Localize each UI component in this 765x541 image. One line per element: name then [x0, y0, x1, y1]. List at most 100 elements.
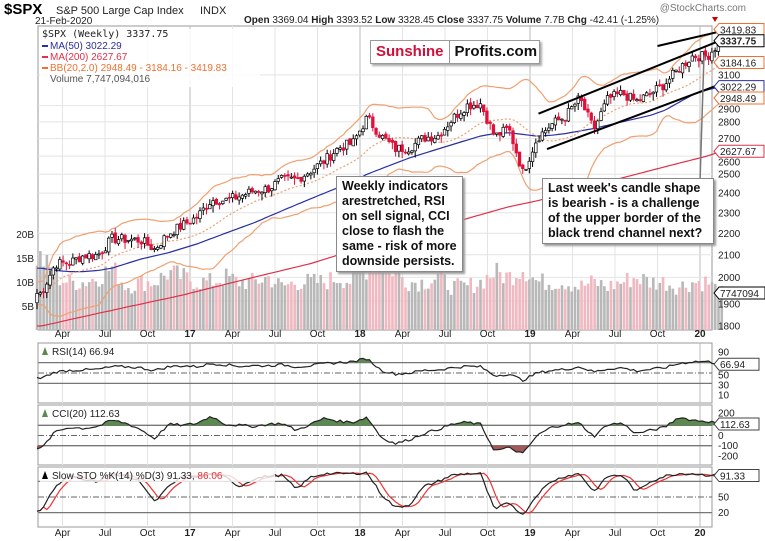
price-tag — [713, 34, 765, 48]
candle-body — [97, 253, 101, 256]
candle-body — [273, 181, 277, 191]
candle-body — [436, 135, 440, 140]
volume-bar — [622, 282, 626, 330]
sto-d-line — [36, 472, 722, 514]
volume-bar — [368, 266, 371, 330]
volume-bar — [563, 289, 567, 330]
candle-body — [612, 91, 616, 97]
legend-main: $SPX (Weekly) 3337.75 — [42, 29, 168, 40]
candle-body — [615, 91, 619, 95]
candle-body — [100, 252, 104, 255]
candle-body — [182, 220, 186, 230]
candle-body — [543, 130, 548, 134]
candle-body — [263, 186, 267, 193]
volume-bar — [567, 286, 570, 330]
candle-body — [384, 133, 388, 139]
candle-body — [361, 128, 365, 133]
candle-body — [576, 95, 580, 104]
candle-body — [628, 92, 633, 101]
candle-body — [322, 160, 326, 164]
candle-body — [556, 116, 561, 121]
volume-bar — [208, 273, 212, 330]
volume-bar — [606, 290, 609, 330]
volume-bar — [655, 289, 658, 330]
candle-body — [566, 108, 571, 122]
candle-body — [661, 84, 665, 91]
indicator-legend: RSI(14) 66.94 — [52, 347, 115, 358]
price-tag — [713, 91, 765, 105]
volume-bar — [133, 290, 137, 330]
volume-bar — [312, 273, 316, 330]
volume-bar — [299, 288, 303, 330]
indicator-icon — [42, 409, 48, 417]
candle-body — [113, 232, 117, 244]
candle-body — [51, 267, 55, 276]
volume-bar — [270, 287, 274, 330]
candle-body — [403, 151, 408, 154]
candle-body — [420, 135, 424, 140]
volume-bar — [280, 282, 283, 330]
candle-body — [573, 103, 577, 107]
candle-body — [407, 151, 411, 155]
volume-bar — [648, 287, 652, 330]
candle-body — [90, 254, 95, 260]
volume-bar — [498, 272, 502, 330]
price-tick-label: 1900 — [718, 300, 741, 311]
candle-body — [191, 217, 196, 224]
candle-body — [41, 291, 46, 293]
volume-bar — [374, 261, 378, 330]
candle-body — [511, 130, 515, 145]
candle-body — [449, 122, 453, 127]
low-value: 3328.45 — [398, 15, 435, 26]
volume-bar — [162, 275, 166, 330]
candle-body — [302, 175, 306, 182]
candle-body — [641, 94, 646, 102]
candle-body — [380, 135, 385, 139]
candle-body — [94, 254, 98, 261]
volume-bar — [202, 277, 205, 330]
legend-volume: Volume 7,747,094,016 — [50, 74, 151, 85]
candle-body — [475, 104, 479, 109]
candle-body — [468, 102, 473, 110]
volume-bar — [524, 281, 528, 330]
candle-body — [390, 139, 395, 143]
volume-bar — [348, 284, 352, 330]
volume-bar — [260, 282, 264, 330]
candle-body — [283, 175, 287, 177]
x-tick-label: Jul — [439, 329, 452, 340]
volume-bar — [681, 281, 684, 330]
volume-bar — [172, 265, 176, 330]
volume-tag — [713, 286, 765, 300]
candle-body — [260, 191, 264, 195]
volume-bar — [508, 272, 512, 330]
candle-body — [537, 140, 541, 143]
price-tick-label: 2200 — [718, 229, 741, 240]
candle-body — [240, 194, 245, 199]
x-tick-label: Apr — [395, 528, 411, 539]
candle-body — [482, 104, 486, 113]
volume-bar — [462, 282, 466, 330]
candle-body — [570, 106, 574, 110]
candle-body — [416, 137, 421, 146]
candle-body — [703, 50, 708, 57]
volume-bar — [407, 291, 411, 330]
volume-value: 7.7B — [544, 15, 565, 26]
volume-bar — [472, 293, 476, 330]
candle-body — [618, 90, 623, 96]
candle-body — [560, 118, 564, 121]
x-tick-label: Oct — [650, 329, 666, 340]
volume-bar — [466, 285, 469, 330]
volume-bar — [189, 281, 192, 330]
candle-body — [358, 130, 362, 136]
indicator-legend-bg — [40, 407, 135, 420]
volume-bar — [577, 289, 580, 330]
x-tick-label: Oct — [480, 329, 496, 340]
ma50-swatch — [42, 45, 48, 47]
volume-bar — [440, 270, 443, 330]
candle-body — [312, 168, 316, 174]
candle-body — [335, 148, 339, 154]
candle-body — [374, 128, 378, 135]
volume-bar — [91, 278, 94, 330]
volume-bar — [329, 272, 332, 330]
